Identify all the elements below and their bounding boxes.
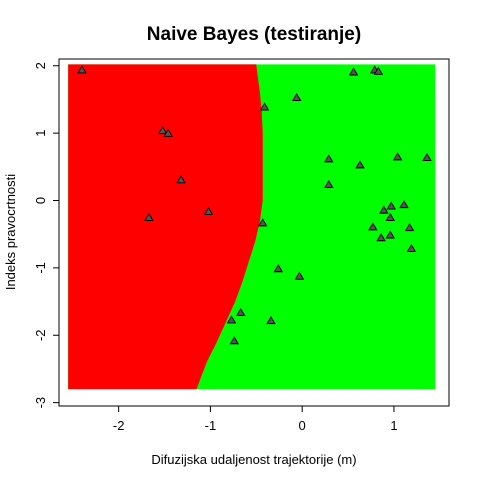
data-point	[376, 233, 386, 242]
y-tick-label: -2	[33, 329, 48, 341]
data-points	[77, 65, 432, 345]
data-point	[392, 152, 403, 161]
y-tick-label: -3	[33, 397, 48, 409]
y-tick-label: -1	[33, 262, 48, 274]
y-tick-label: 2	[33, 62, 48, 69]
data-point	[266, 316, 276, 325]
data-point	[368, 222, 378, 231]
data-point	[385, 212, 396, 221]
data-point	[294, 271, 305, 280]
data-point	[406, 243, 417, 252]
x-tick-label: 0	[299, 418, 306, 433]
y-tick-label: 1	[33, 129, 48, 136]
decision-regions	[68, 64, 436, 390]
data-point	[379, 205, 389, 214]
data-point	[235, 307, 246, 316]
x-tick-label: 1	[390, 418, 397, 433]
data-point	[404, 223, 415, 232]
data-point	[77, 65, 87, 74]
data-point	[259, 102, 270, 111]
y-axis-label: Indeks pravocrtnosti	[3, 174, 18, 290]
data-point	[157, 126, 168, 135]
region-left	[68, 64, 263, 390]
y-axis: -3 -2 -1 0 1 2	[33, 62, 60, 409]
data-point	[203, 206, 214, 215]
data-point	[324, 179, 334, 188]
data-point	[226, 315, 237, 324]
data-point	[324, 154, 334, 163]
data-point	[144, 212, 154, 221]
data-point	[229, 336, 240, 345]
data-point	[348, 67, 359, 76]
x-tick-label: -1	[205, 418, 217, 433]
data-point	[176, 175, 186, 184]
chart-title: Naive Bayes (testiranje)	[147, 24, 361, 45]
data-point	[386, 201, 396, 210]
data-point	[399, 200, 409, 209]
data-point	[163, 128, 173, 137]
y-tick-label: 0	[33, 197, 48, 204]
data-point	[273, 264, 284, 273]
x-axis-label: Difuzijska udaljenost trajektorije (m)	[151, 452, 356, 467]
data-point	[373, 66, 384, 75]
data-point	[355, 160, 365, 169]
x-tick-label: -2	[113, 418, 125, 433]
data-point	[385, 230, 396, 239]
data-point	[291, 92, 302, 102]
data-point	[422, 152, 432, 162]
x-axis: -2 -1 0 1	[113, 405, 398, 433]
data-point	[257, 218, 268, 227]
